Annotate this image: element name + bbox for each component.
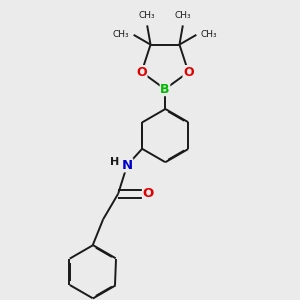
Text: N: N [122,159,133,172]
Text: CH₃: CH₃ [139,11,155,20]
Text: CH₃: CH₃ [175,11,191,20]
Text: O: O [183,66,194,79]
Text: B: B [160,82,170,96]
Text: CH₃: CH₃ [201,30,218,39]
Text: CH₃: CH₃ [112,30,129,39]
Text: O: O [136,66,147,79]
Text: H: H [110,157,119,167]
Text: O: O [142,187,154,200]
